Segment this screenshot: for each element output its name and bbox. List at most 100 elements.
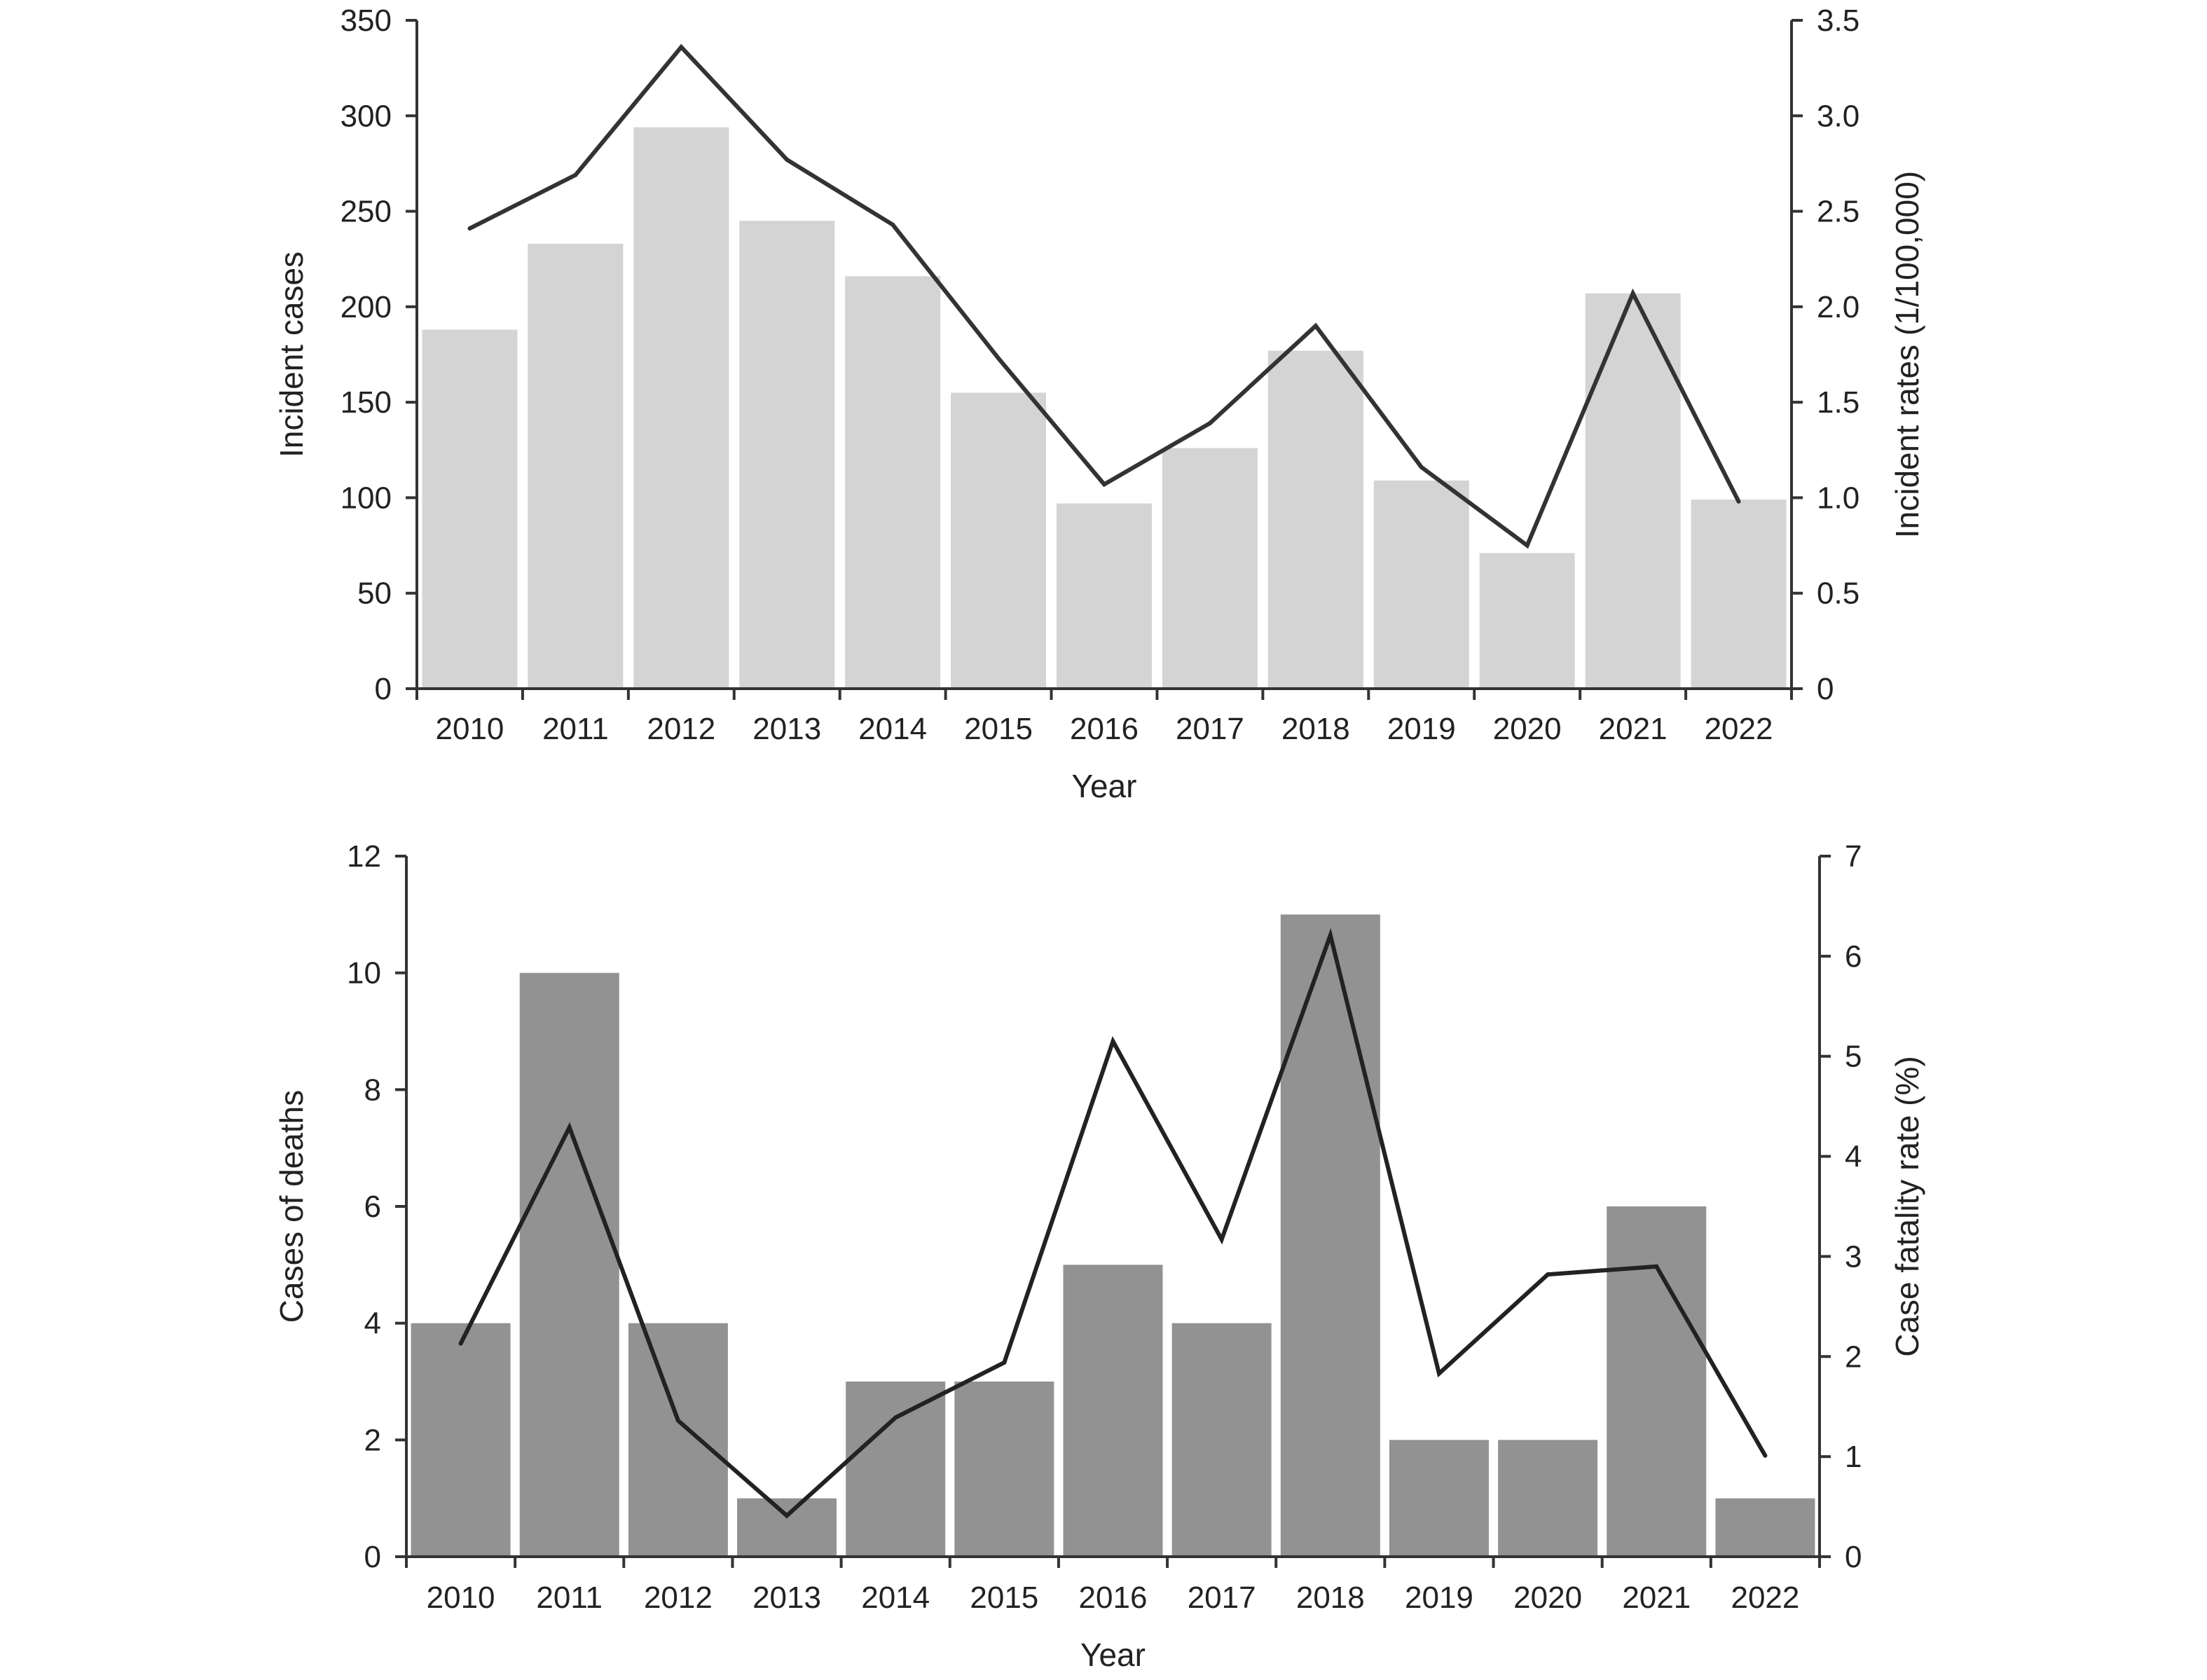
incidence-left-tick-label: 300 [341,99,392,133]
incidence-rate-point-2015 [996,356,1001,361]
incidence-rate-point-2020 [1525,543,1529,548]
deaths-bar-2016 [1063,1265,1163,1557]
incidence-bar-2011 [528,243,624,689]
deaths-rate-point-2017 [1219,1237,1224,1242]
incidence-bar-2017 [1162,448,1258,689]
incidence-bar-2013 [739,221,835,689]
incidence-x-tick-label: 2021 [1599,712,1668,746]
deaths-right-axis-title: Case fatality rate (%) [1889,1056,1925,1356]
incidence-rate-point-2010 [467,226,472,231]
deaths-right-tick-label: 0 [1845,1540,1862,1574]
incidence-right-axis-title: Incident rates (1/100,000) [1889,171,1925,538]
incidence-x-tick-label: 2020 [1493,712,1562,746]
incidence-bar-2010 [422,329,518,689]
deaths-bar-2010 [411,1323,511,1557]
deaths-x-tick-label: 2016 [1079,1581,1148,1615]
deaths-x-tick-label: 2022 [1731,1581,1799,1615]
incidence-bar-2014 [845,276,941,689]
deaths-x-tick-label: 2018 [1296,1581,1365,1615]
deaths-bar-2015 [954,1382,1054,1557]
deaths-left-tick-label: 4 [364,1307,381,1341]
incidence-rate-point-2013 [785,157,790,162]
incidence-x-tick-label: 2013 [752,712,821,746]
deaths-left-tick-label: 8 [364,1073,381,1107]
deaths-bar-2022 [1715,1498,1815,1557]
incidence-left-axis-title: Incident cases [273,252,310,457]
deaths-right-tick-label: 4 [1845,1140,1862,1174]
incidence-bar-2018 [1267,350,1363,689]
deaths-bar-2014 [846,1382,946,1557]
deaths-left-tick-label: 10 [347,956,381,991]
incidence-rate-point-2014 [891,222,895,227]
deaths-rate-point-2022 [1763,1453,1768,1458]
incidence-bar-2016 [1057,503,1152,689]
deaths-left-axis-title: Cases of deaths [273,1090,310,1323]
deaths-bar-2011 [519,972,619,1557]
deaths-rate-point-2019 [1436,1371,1441,1376]
deaths-right-tick-label: 7 [1845,839,1862,874]
incidence-bar-2015 [951,392,1047,689]
incidence-x-tick-label: 2010 [436,712,504,746]
incidence-right-tick-label: 3.5 [1817,4,1859,38]
deaths-rate-point-2016 [1111,1039,1115,1044]
deaths-x-tick-label: 2010 [427,1581,495,1615]
deaths-rate-point-2018 [1328,932,1333,937]
incidence-right-tick-label: 3.0 [1817,99,1859,133]
incidence-rate-point-2019 [1419,464,1424,469]
incidence-rate-point-2021 [1630,291,1635,296]
deaths-rate-point-2020 [1546,1272,1551,1277]
incidence-x-tick-label: 2018 [1281,712,1350,746]
deaths-right-tick-label: 1 [1845,1440,1862,1474]
incidence-rate-point-2018 [1313,324,1318,329]
incidence-x-tick-label: 2011 [542,712,609,746]
incidence-right-tick-label: 2.5 [1817,195,1859,229]
deaths-left-tick-label: 0 [364,1540,381,1574]
incidence-x-tick-label: 2016 [1070,712,1139,746]
incidence-bar-2019 [1373,480,1469,689]
deaths-x-tick-label: 2020 [1513,1581,1582,1615]
deaths-rate-point-2012 [675,1418,680,1423]
deaths-x-tick-label: 2017 [1188,1581,1256,1615]
incidence-x-tick-label: 2022 [1705,712,1773,746]
deaths-rate-point-2010 [458,1341,463,1346]
deaths-x-tick-label: 2013 [752,1581,821,1615]
deaths-bar-2013 [737,1498,837,1557]
deaths-rate-point-2014 [893,1415,898,1420]
incidence-rate-point-2017 [1207,421,1212,426]
deaths-x-tick-label: 2014 [861,1581,930,1615]
deaths-bar-2019 [1389,1440,1489,1557]
incidence-x-tick-label: 2019 [1387,712,1456,746]
incidence-x-axis-title: Year [1072,768,1137,804]
incidence-x-tick-label: 2014 [858,712,927,746]
incidence-left-tick-label: 50 [357,577,392,611]
deaths-rate-point-2011 [567,1125,572,1130]
deaths-left-tick-label: 12 [347,839,381,874]
deaths-bar-2018 [1280,914,1380,1557]
deaths-rate-point-2013 [785,1513,790,1518]
incidence-bar-2012 [633,127,729,689]
incidence-rate-point-2016 [1102,482,1106,487]
deaths-x-tick-label: 2015 [970,1581,1038,1615]
deaths-x-axis-title: Year [1080,1637,1146,1673]
deaths-bar-2012 [628,1323,728,1557]
incidence-right-tick-label: 1.0 [1817,481,1859,515]
incidence-right-tick-label: 0.5 [1817,577,1859,611]
deaths-rate-point-2015 [1002,1360,1007,1365]
incidence-x-tick-label: 2012 [647,712,715,746]
incidence-right-tick-label: 2.0 [1817,290,1859,324]
deaths-bar-2021 [1607,1206,1707,1557]
incidence-bar-2022 [1691,500,1787,689]
deaths-left-tick-label: 2 [364,1423,381,1457]
deaths-left-tick-label: 6 [364,1190,381,1224]
incidence-x-tick-label: 2015 [964,712,1033,746]
deaths-x-tick-label: 2019 [1405,1581,1473,1615]
deaths-right-tick-label: 6 [1845,939,1862,974]
deaths-right-tick-label: 3 [1845,1239,1862,1274]
deaths-right-tick-label: 5 [1845,1040,1862,1074]
incidence-right-tick-label: 0 [1817,672,1834,706]
incidence-left-tick-label: 0 [375,672,392,706]
incidence-bar-2021 [1585,293,1681,689]
incidence-left-tick-label: 150 [341,385,392,420]
deaths-bar-2020 [1498,1440,1598,1557]
